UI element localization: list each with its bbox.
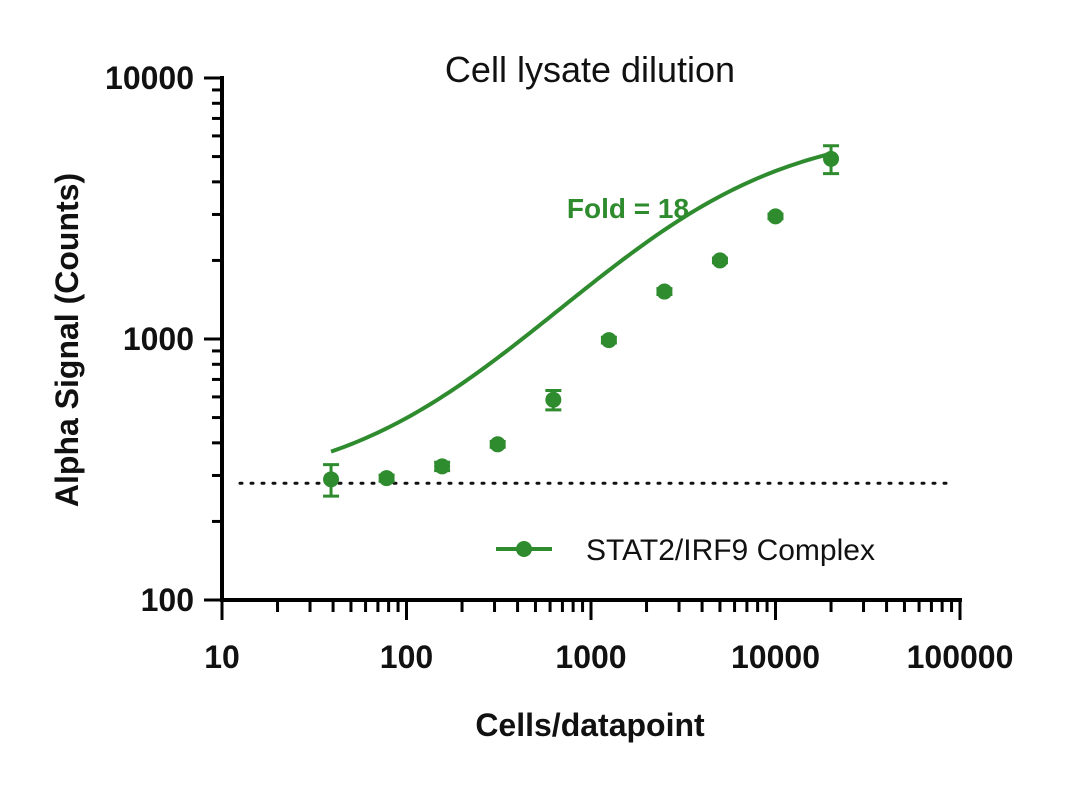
data-point-marker bbox=[378, 470, 395, 487]
fit-layer bbox=[238, 151, 952, 485]
x-axis-ticks: 10 100 1000 10000 100000 bbox=[204, 600, 1013, 675]
data-point-marker bbox=[823, 150, 840, 167]
data-point bbox=[434, 458, 451, 475]
data-point-marker bbox=[656, 283, 673, 300]
data-point-marker bbox=[323, 471, 340, 488]
data-point bbox=[545, 388, 562, 412]
data-point-marker bbox=[600, 332, 617, 349]
data-point bbox=[823, 144, 840, 176]
points-layer bbox=[323, 144, 840, 498]
legend: STAT2/IRF9 Complex bbox=[496, 534, 875, 567]
y-tick-label: 100 bbox=[141, 582, 194, 618]
data-point-marker bbox=[545, 391, 562, 408]
data-point bbox=[378, 470, 395, 487]
x-tick-label: 100 bbox=[380, 639, 433, 675]
y-tick-label: 10000 bbox=[105, 60, 194, 96]
x-tick-label: 1000 bbox=[555, 639, 626, 675]
y-axis-ticks: 100 1000 10000 bbox=[105, 60, 222, 618]
x-axis-title: Cells/datapoint bbox=[475, 707, 705, 743]
x-tick-label: 10000 bbox=[731, 639, 820, 675]
data-point-marker bbox=[489, 436, 506, 453]
y-tick-label: 1000 bbox=[123, 321, 194, 357]
y-axis-title: Alpha Signal (Counts) bbox=[49, 173, 85, 507]
legend-marker-dot bbox=[516, 541, 532, 557]
fit-curve bbox=[330, 151, 832, 454]
fold-annotation: Fold = 18 bbox=[567, 193, 689, 224]
data-point bbox=[489, 436, 506, 453]
legend-label: STAT2/IRF9 Complex bbox=[586, 534, 875, 567]
data-point bbox=[656, 283, 673, 300]
x-tick-label: 100000 bbox=[907, 639, 1014, 675]
data-point-marker bbox=[434, 458, 451, 475]
x-tick-label: 10 bbox=[204, 639, 240, 675]
data-point bbox=[600, 332, 617, 349]
data-point bbox=[767, 208, 784, 225]
data-point-marker bbox=[711, 252, 728, 269]
data-point bbox=[323, 463, 340, 498]
data-point bbox=[711, 252, 728, 269]
data-point-marker bbox=[767, 208, 784, 225]
chart-title: Cell lysate dilution bbox=[445, 49, 735, 90]
